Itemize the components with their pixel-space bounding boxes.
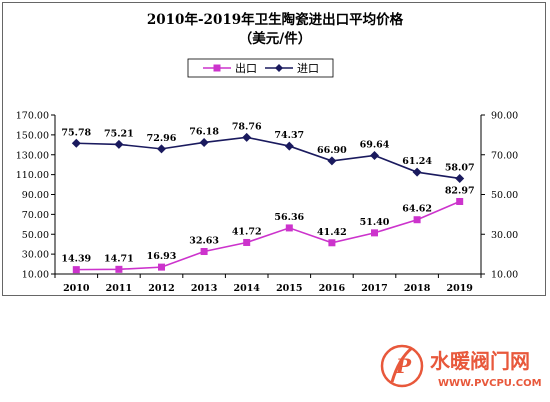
x-tick-label: 2018 [404, 283, 431, 294]
point-import [284, 141, 294, 151]
y-left-tick-label: 110.00 [16, 170, 49, 181]
data-label-export: 14.39 [61, 254, 91, 265]
point-import [327, 156, 337, 166]
x-tick-label: 2010 [63, 283, 90, 294]
point-import [412, 167, 422, 177]
y-left-tick-label: 170.00 [16, 111, 49, 122]
legend: 出口 进口 [187, 58, 334, 78]
data-label-import: 76.18 [189, 126, 219, 137]
data-label-import: 69.64 [360, 139, 390, 150]
point-import [199, 137, 209, 147]
data-label-import: 75.78 [61, 127, 91, 138]
point-export [371, 229, 378, 237]
point-export [72, 266, 80, 274]
watermark-logo: P 水暖阀门网 WWW.PVCPU.COM [380, 344, 542, 389]
data-label-export: 41.72 [232, 226, 262, 237]
y-right-tick-label: 30.00 [491, 230, 518, 241]
data-label-export: 82.97 [445, 185, 475, 196]
data-label-import: 66.90 [317, 145, 347, 156]
y-left-tick-label: 70.00 [22, 210, 49, 221]
legend-box [187, 58, 334, 78]
axes: 10.00 30.00 50.00 70.00 90.00 110.00 130.00 150… [16, 111, 518, 295]
x-tick-label: 2015 [276, 283, 302, 294]
series-layer [71, 132, 465, 274]
logo-letter: P [395, 354, 412, 378]
point-export [285, 224, 293, 232]
chart-subtitle: （美元/件） [239, 30, 311, 47]
data-label-export: 41.42 [317, 227, 347, 238]
y-right-tick-label: 10.00 [491, 270, 518, 281]
series-line-import [76, 136, 460, 180]
legend-item-export: 出口 [203, 61, 257, 75]
data-labels: 14.39 14.71 16.93 32.63 41.72 56.36 41.42 51.40… [61, 121, 474, 264]
x-tick-label: 2014 [233, 283, 260, 294]
y-left-tick-label: 130.00 [16, 150, 49, 161]
point-export [413, 216, 421, 224]
data-label-export: 51.40 [360, 217, 390, 228]
point-import [242, 132, 252, 142]
point-export [200, 248, 208, 256]
y-right-tick-label: 50.00 [491, 190, 518, 201]
data-label-export: 16.93 [147, 251, 177, 262]
point-export [328, 239, 336, 247]
legend-label-export: 出口 [235, 61, 257, 75]
chart-title: 2010年-2019年卫生陶瓷进出口平均价格 [147, 11, 404, 28]
y-left-tick-label: 90.00 [22, 190, 49, 201]
point-export [158, 263, 165, 271]
data-label-export: 64.62 [402, 204, 432, 215]
x-tick-label: 2012 [148, 283, 174, 294]
point-import [71, 138, 81, 148]
point-import [370, 150, 379, 160]
x-tick-label: 2013 [191, 283, 217, 294]
data-label-import: 58.07 [445, 162, 475, 173]
point-import [114, 139, 124, 149]
x-tick-label: 2017 [361, 283, 387, 294]
x-tick-label: 2011 [106, 283, 132, 294]
data-label-export: 56.36 [274, 212, 304, 223]
x-tick-label: 2016 [319, 283, 346, 294]
point-import [157, 144, 166, 154]
legend-marker-import [275, 64, 283, 72]
legend-item-import: 进口 [265, 62, 319, 75]
data-label-import: 78.76 [232, 121, 262, 132]
legend-label-import: 进口 [297, 62, 319, 75]
y-left-tick-label: 30.00 [22, 250, 49, 261]
watermark-url: WWW.PVCPU.COM [438, 378, 542, 389]
series-line-export [76, 200, 461, 271]
chart-frame: 2010年-2019年卫生陶瓷进出口平均价格 （美元/件） 出口 进口 10.0… [2, 2, 546, 296]
y-right-tick-label: 70.00 [491, 150, 518, 161]
data-label-import: 61.24 [402, 156, 432, 167]
y-left-tick-label: 50.00 [22, 230, 49, 241]
point-export [115, 265, 123, 273]
data-label-import: 75.21 [104, 128, 134, 139]
point-import [455, 173, 465, 183]
watermark-text: 水暖阀门网 [430, 349, 530, 373]
x-tick-label: 2019 [446, 283, 473, 294]
data-label-export: 32.63 [189, 236, 219, 247]
logo-ring [380, 344, 424, 388]
y-left-tick-label: 150.00 [16, 130, 49, 141]
data-label-import: 74.37 [274, 130, 304, 141]
line-chart: 2010年-2019年卫生陶瓷进出口平均价格 （美元/件） 出口 进口 10.0… [16, 11, 518, 295]
y-left-tick-label: 10.00 [22, 270, 49, 281]
data-label-import: 72.96 [147, 133, 177, 144]
data-label-export: 14.71 [104, 253, 134, 264]
legend-marker-export [213, 64, 221, 72]
y-right-tick-label: 90.00 [491, 111, 518, 122]
point-export [456, 197, 464, 205]
point-export [243, 238, 251, 246]
logo-swoosh [390, 346, 413, 383]
watermark: P 水暖阀门网 WWW.PVCPU.COM [378, 338, 548, 398]
